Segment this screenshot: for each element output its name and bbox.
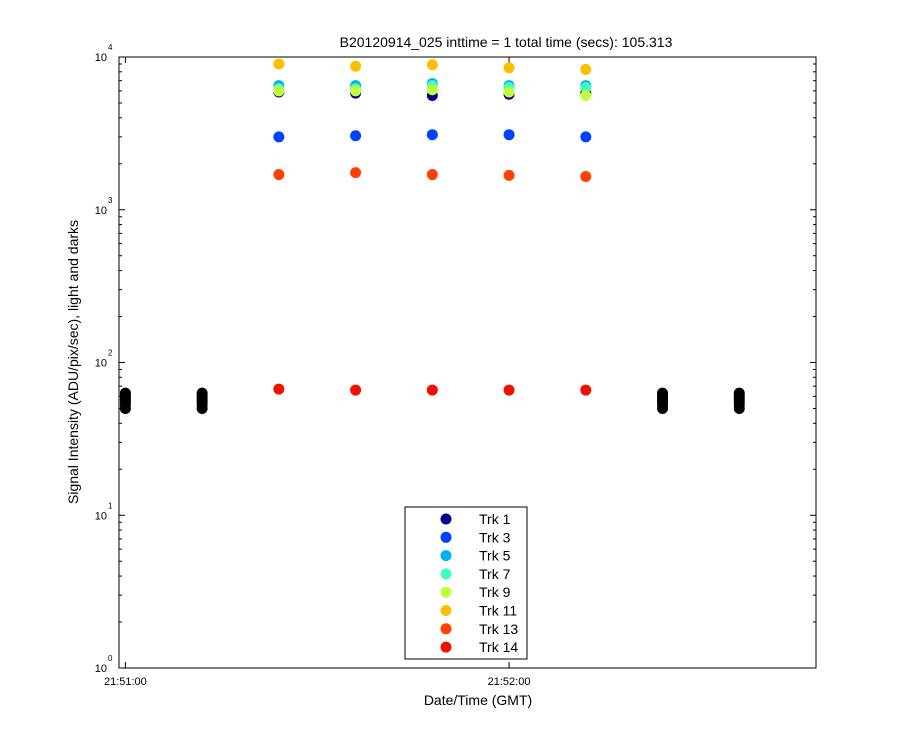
legend-label: Trk 14 xyxy=(479,639,518,655)
data-point-trk-11 xyxy=(503,62,515,74)
data-point-trk-9 xyxy=(426,84,438,96)
data-point-trk-9 xyxy=(580,89,592,101)
legend-marker xyxy=(440,605,452,616)
y-tick-label-base: 10 xyxy=(95,52,107,64)
data-point-trk-3 xyxy=(350,130,362,142)
y-tick-label-exponent: 0 xyxy=(108,654,113,663)
y-tick-label-base: 10 xyxy=(95,510,107,522)
legend-label: Trk 13 xyxy=(479,621,518,637)
legend: Trk 1 Trk 3 Trk 5 Trk 7 Trk 9 Trk 11 Trk 13 Trk… xyxy=(404,506,528,660)
legend-marker xyxy=(440,550,452,562)
legend-marker xyxy=(440,513,452,525)
legend-marker xyxy=(440,641,452,653)
y-tick-label-base: 10 xyxy=(95,358,107,370)
data-point-trk-14 xyxy=(503,384,515,396)
dark-point xyxy=(657,387,669,399)
dark-point xyxy=(119,387,131,399)
legend-box xyxy=(404,506,528,660)
x-axis-ticks xyxy=(124,57,510,668)
legend-marker xyxy=(440,623,452,635)
data-point-trk-13 xyxy=(426,169,438,181)
y-tick-label-exponent: 4 xyxy=(108,43,113,52)
legend-marker xyxy=(440,568,452,580)
data-point-trk-3 xyxy=(273,131,285,143)
data-point-trk-3 xyxy=(426,129,438,141)
y-tick-label-base: 10 xyxy=(95,663,107,675)
y-axis-title: Signal Intensity (ADU/pix/sec), light an… xyxy=(65,220,81,504)
chart-title: B20120914_025 inttime = 1 total time (se… xyxy=(340,34,673,50)
y-tick-label-base: 10 xyxy=(95,205,107,217)
data-point-trk-14 xyxy=(580,384,592,396)
data-point-trk-11 xyxy=(350,60,362,72)
data-point-trk-13 xyxy=(273,169,285,181)
legend-marker xyxy=(440,531,452,543)
data-point-trk-11 xyxy=(426,59,438,71)
data-point-trk-13 xyxy=(580,171,592,183)
data-point-trk-11 xyxy=(580,63,592,75)
data-point-trk-9 xyxy=(273,85,285,97)
legend-marker xyxy=(440,586,452,598)
data-point-trk-3 xyxy=(580,131,592,143)
dark-points xyxy=(119,387,745,414)
data-point-trk-9 xyxy=(350,85,362,97)
data-point-trk-13 xyxy=(503,169,515,181)
legend-label: Trk 7 xyxy=(479,566,511,582)
light-points xyxy=(273,58,592,396)
x-tick-label: 21:51:00 xyxy=(104,676,147,688)
y-tick-label-exponent: 2 xyxy=(108,349,113,358)
legend-entries: Trk 1 Trk 3 Trk 5 Trk 7 Trk 9 Trk 11 Trk 13 Trk… xyxy=(440,511,518,655)
legend-label: Trk 11 xyxy=(479,603,517,619)
y-tick-label-exponent: 1 xyxy=(108,501,113,510)
x-axis-title: Date/Time (GMT) xyxy=(424,692,532,708)
x-tick-label: 21:52:00 xyxy=(488,676,531,688)
legend-label: Trk 9 xyxy=(479,584,511,600)
x-axis-tick-labels: 21:51:00 21:52:00 xyxy=(104,676,530,688)
data-point-trk-9 xyxy=(503,86,515,98)
data-point-trk-14 xyxy=(350,384,362,396)
y-tick-label-exponent: 3 xyxy=(108,196,113,205)
legend-label: Trk 3 xyxy=(479,529,511,545)
data-point-trk-3 xyxy=(503,129,515,141)
data-point-trk-14 xyxy=(426,384,438,396)
y-axis-ticks xyxy=(119,56,816,669)
legend-label: Trk 5 xyxy=(479,548,511,564)
legend-label: Trk 1 xyxy=(479,511,511,527)
dark-point xyxy=(196,387,208,399)
data-point-trk-11 xyxy=(273,58,285,70)
data-point-trk-13 xyxy=(350,167,362,179)
data-point-trk-14 xyxy=(273,383,285,395)
data-point-trk-7 xyxy=(580,82,592,94)
dark-point xyxy=(733,387,745,399)
